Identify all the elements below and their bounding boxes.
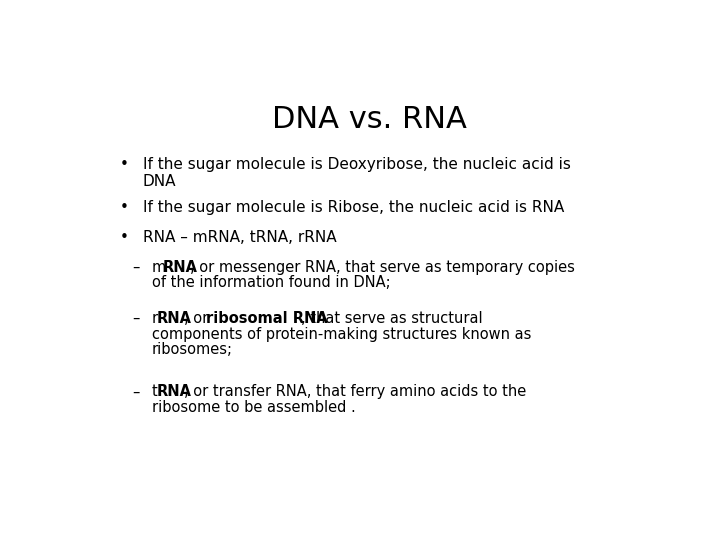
Text: components of protein-making structures known as: components of protein-making structures … [152, 327, 531, 342]
Text: –: – [132, 311, 140, 326]
Text: –: – [132, 260, 140, 275]
Text: , or transfer RNA, that ferry amino acids to the: , or transfer RNA, that ferry amino acid… [184, 384, 526, 400]
Text: , that serve as structural: , that serve as structural [301, 311, 482, 326]
Text: m: m [152, 260, 166, 275]
Text: If the sugar molecule is Ribose, the nucleic acid is RNA: If the sugar molecule is Ribose, the nuc… [143, 200, 564, 214]
Text: RNA: RNA [156, 384, 192, 400]
Text: •: • [120, 157, 128, 172]
Text: r: r [152, 311, 158, 326]
Text: •: • [120, 231, 128, 245]
Text: RNA: RNA [163, 260, 198, 275]
Text: , or: , or [184, 311, 212, 326]
Text: DNA: DNA [143, 174, 176, 189]
Text: •: • [120, 200, 128, 214]
Text: RNA: RNA [157, 311, 192, 326]
Text: RNA – mRNA, tRNA, rRNA: RNA – mRNA, tRNA, rRNA [143, 231, 336, 245]
Text: t: t [152, 384, 158, 400]
Text: If the sugar molecule is Deoxyribose, the nucleic acid is: If the sugar molecule is Deoxyribose, th… [143, 157, 570, 172]
Text: DNA vs. RNA: DNA vs. RNA [271, 105, 467, 134]
Text: of the information found in DNA;: of the information found in DNA; [152, 275, 391, 290]
Text: ribosomal RNA: ribosomal RNA [206, 311, 328, 326]
Text: –: – [132, 384, 140, 400]
Text: ribosomes;: ribosomes; [152, 342, 233, 357]
Text: , or messenger RNA, that serve as temporary copies: , or messenger RNA, that serve as tempor… [190, 260, 575, 275]
Text: ribosome to be assembled .: ribosome to be assembled . [152, 400, 356, 415]
